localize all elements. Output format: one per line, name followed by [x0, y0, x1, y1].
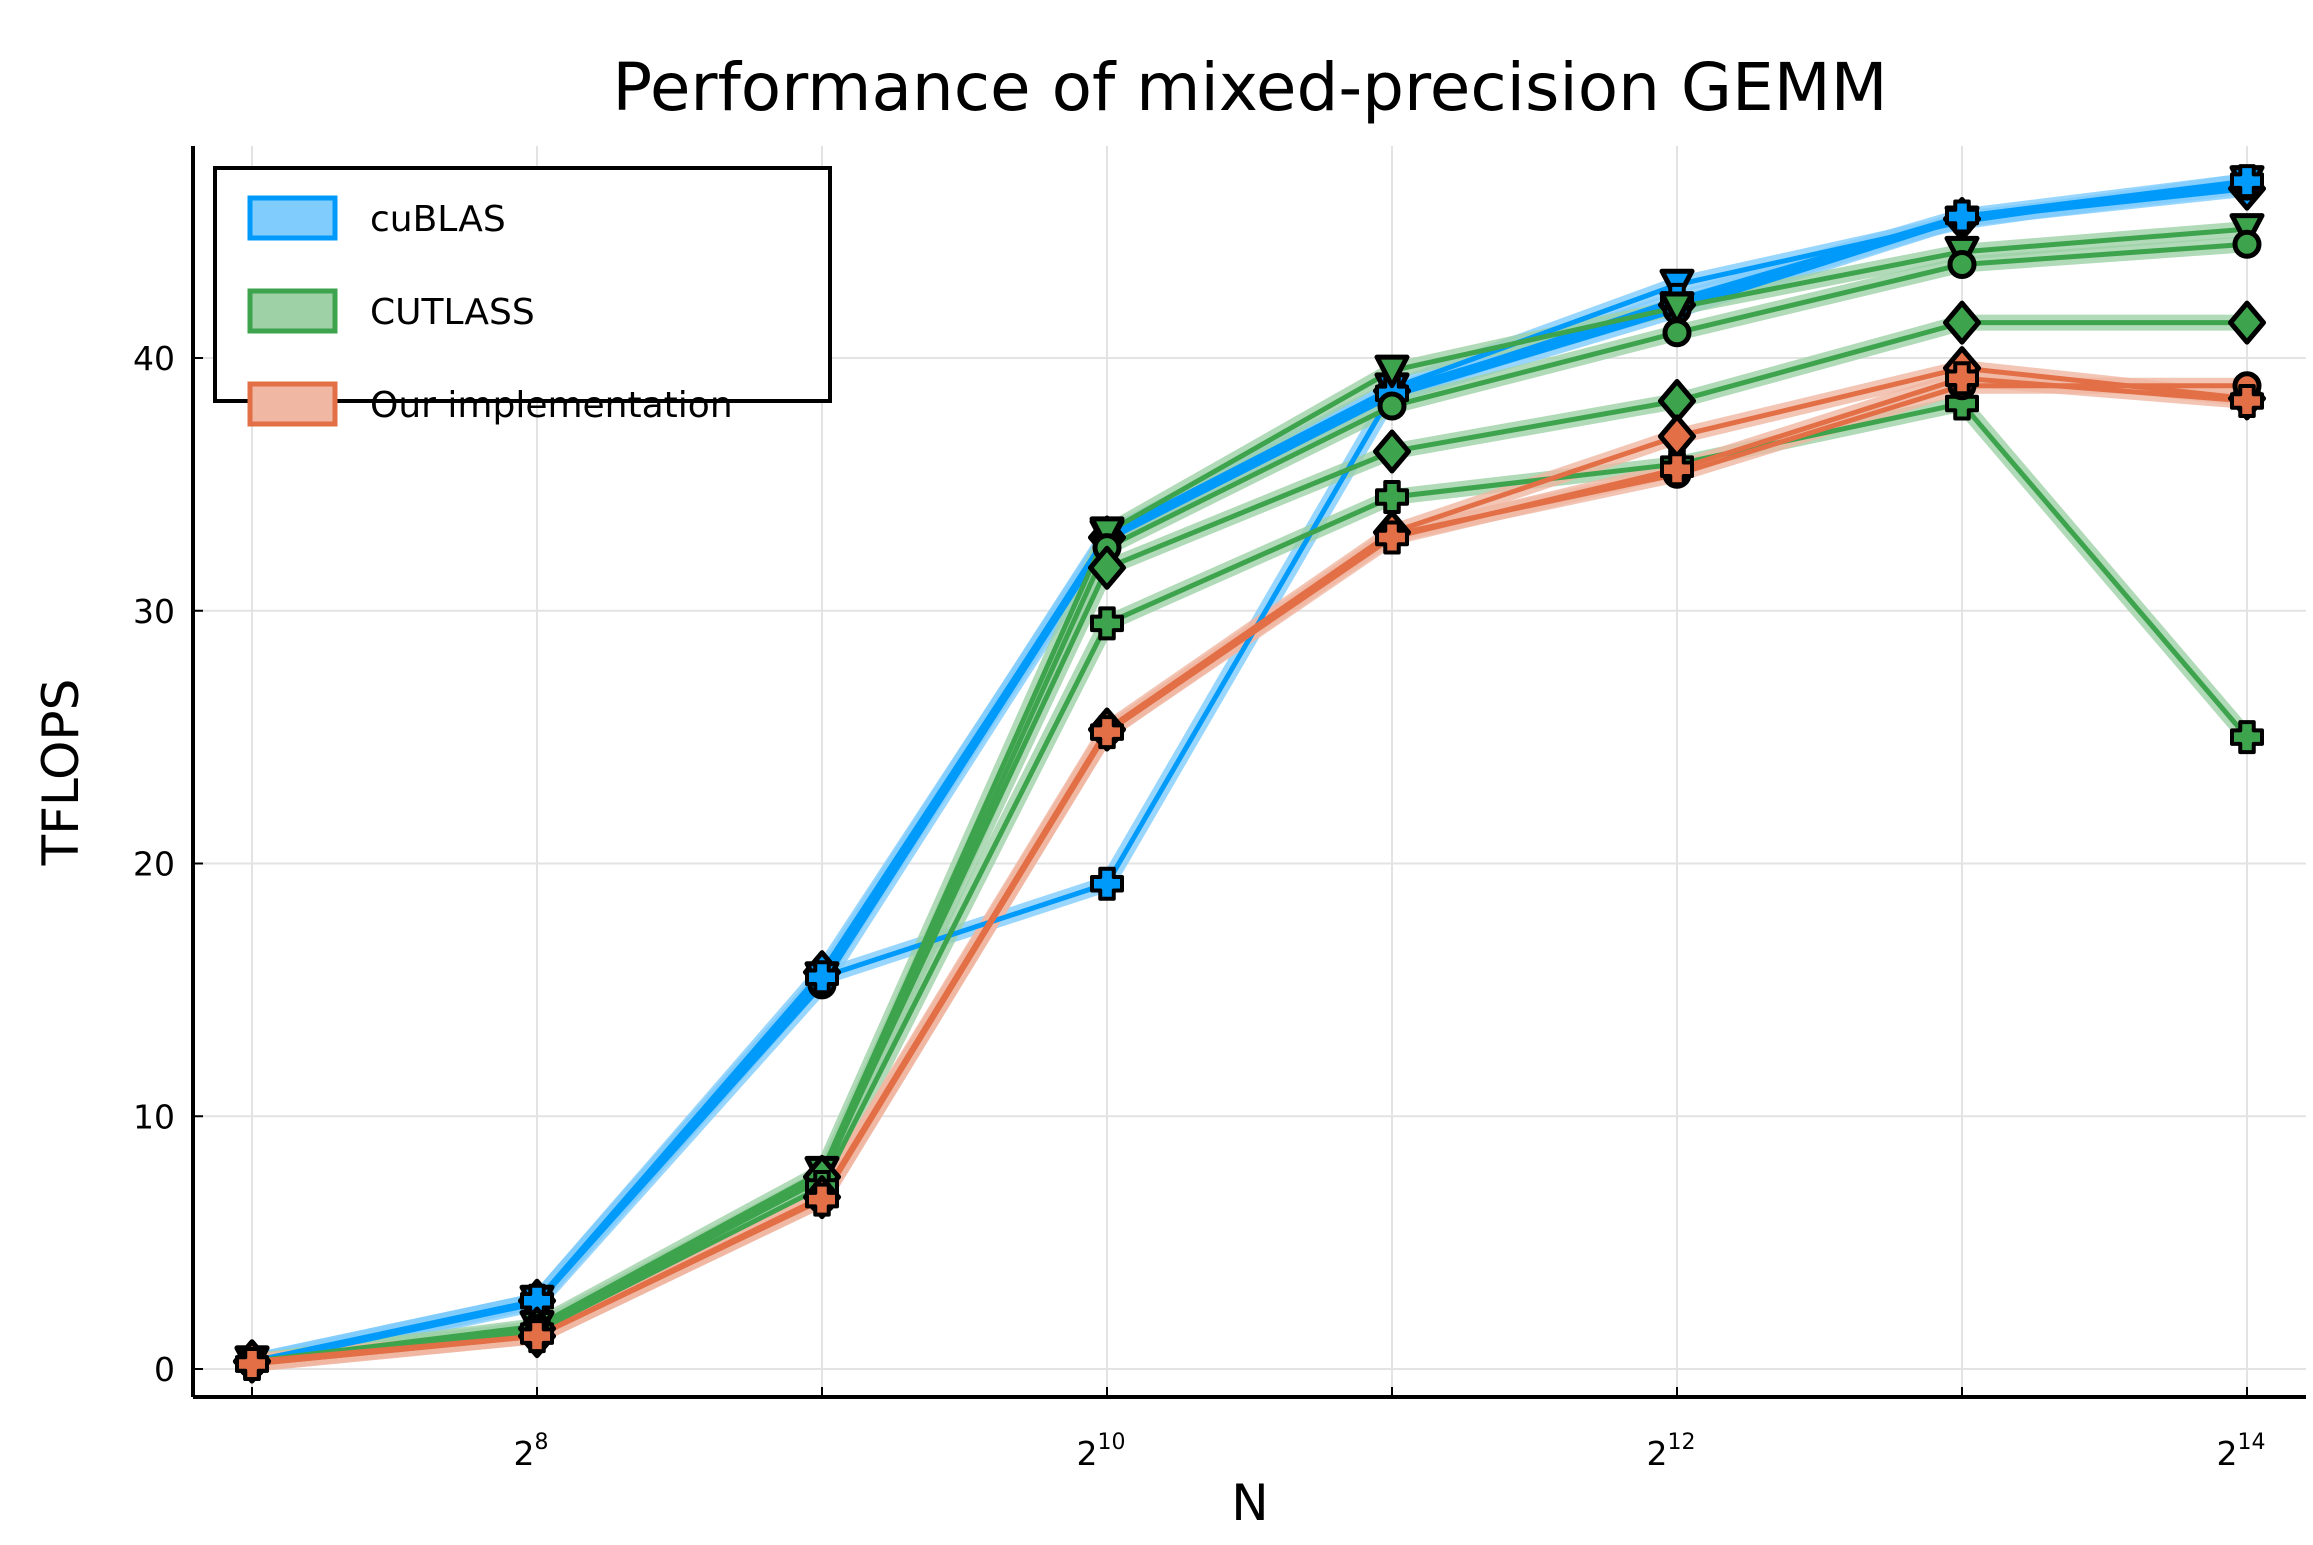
x-axis-label: N — [1231, 1474, 1268, 1532]
y-tick-label: 10 — [133, 1097, 175, 1136]
legend-label: Our implementation — [370, 385, 733, 426]
marker-plus-cross — [2238, 391, 2256, 410]
marker-plus-cross — [813, 1190, 831, 1209]
legend-label: CUTLASS — [370, 292, 535, 333]
legend: cuBLAS CUTLASS Our implementation — [213, 166, 832, 427]
marker-plus — [235, 1346, 269, 1381]
legend-label: cuBLAS — [370, 199, 506, 240]
series-line — [251, 320, 2247, 1364]
marker-plus-cross — [1383, 488, 1401, 507]
marker-plus — [2230, 383, 2264, 418]
marker-plus-cross — [243, 1354, 261, 1373]
series-markers — [233, 164, 2266, 1384]
marker-plus — [2230, 164, 2264, 199]
y-tick-label: 40 — [133, 339, 175, 378]
y-tick-label: 20 — [133, 845, 175, 884]
x-tick-label: 214 — [2217, 1430, 2266, 1473]
marker-plus-cross — [1383, 528, 1401, 547]
marker-plus-cross — [1668, 460, 1686, 479]
marker-triangle-down — [1374, 354, 1410, 389]
y-tick-label: 30 — [133, 592, 175, 631]
marker-plus — [1375, 520, 1409, 555]
marker-diamond — [2228, 300, 2266, 345]
marker-plus-cross — [1953, 369, 1971, 388]
marker-plus-cross — [813, 968, 831, 987]
marker-plus — [805, 960, 839, 995]
marker-plus — [805, 1182, 839, 1217]
legend-swatch — [247, 195, 338, 241]
series-line — [251, 400, 2249, 1367]
y-ticks: 0 10 20 30 40 — [133, 339, 203, 1389]
marker-plus — [1945, 199, 1979, 234]
series-line — [251, 226, 2248, 1364]
marker-plus — [1375, 480, 1409, 515]
marker-circle — [2232, 229, 2262, 259]
series-line — [251, 383, 2247, 1367]
marker-plus — [1090, 715, 1124, 750]
marker-diamond — [1658, 414, 1696, 459]
y-tick-label: 0 — [154, 1350, 175, 1389]
marker-triangle-down — [1659, 291, 1695, 325]
x-ticks: 28 210 212 214 — [251, 1387, 2266, 1473]
marker-plus-cross — [1098, 874, 1116, 893]
legend-swatch — [247, 381, 338, 427]
marker-plus — [1660, 452, 1694, 487]
chart-title: Performance of mixed-precision GEMM — [612, 49, 1887, 126]
marker-plus-cross — [528, 1327, 546, 1346]
marker-plus-cross — [2238, 172, 2256, 191]
marker-circle — [1662, 318, 1692, 348]
marker-plus-cross — [1098, 614, 1116, 633]
marker-circle — [1947, 249, 1977, 279]
x-tick-label: 28 — [514, 1430, 549, 1473]
marker-plus-cross — [2238, 728, 2256, 747]
series-line — [251, 178, 2248, 1367]
marker-diamond — [1373, 429, 1411, 474]
x-tick-label: 210 — [1077, 1430, 1126, 1473]
marker-diamond — [1943, 300, 1981, 345]
marker-plus — [520, 1319, 554, 1354]
series-ribbon — [251, 395, 2254, 1372]
marker-plus — [1945, 361, 1979, 396]
series-ribbon — [251, 370, 2248, 1372]
marker-plus — [2230, 720, 2264, 755]
series-lines — [251, 178, 2249, 1367]
marker-plus-cross — [1953, 207, 1971, 226]
marker-diamond — [1088, 545, 1126, 590]
x-tick-label: 212 — [1647, 1430, 1696, 1473]
marker-plus-cross — [1098, 723, 1116, 742]
marker-plus — [1090, 866, 1124, 901]
legend-swatch — [247, 288, 338, 334]
series-line — [251, 375, 2248, 1367]
y-axis-label: TFLOPS — [32, 679, 90, 867]
marker-plus — [1090, 606, 1124, 641]
series-ribbon — [251, 377, 2247, 1372]
marker-circle — [1377, 391, 1407, 421]
